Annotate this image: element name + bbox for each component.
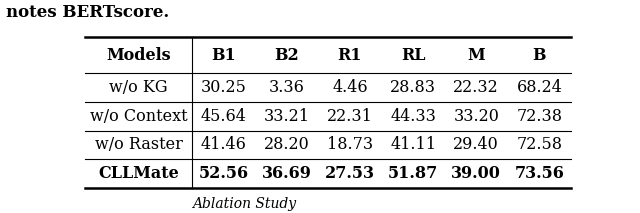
Text: 28.20: 28.20 <box>264 136 310 153</box>
Text: M: M <box>467 47 485 64</box>
Text: 72.38: 72.38 <box>516 108 563 125</box>
Text: 51.87: 51.87 <box>388 165 438 182</box>
Text: 41.46: 41.46 <box>201 136 246 153</box>
Text: 41.11: 41.11 <box>390 136 436 153</box>
Text: 22.31: 22.31 <box>327 108 373 125</box>
Text: Ablation Study: Ablation Study <box>192 197 296 211</box>
Text: 22.32: 22.32 <box>453 79 499 96</box>
Text: 4.46: 4.46 <box>332 79 368 96</box>
Text: w/o Context: w/o Context <box>90 108 188 125</box>
Text: R1: R1 <box>338 47 362 64</box>
Text: 52.56: 52.56 <box>198 165 249 182</box>
Text: 27.53: 27.53 <box>325 165 375 182</box>
Text: 39.00: 39.00 <box>451 165 501 182</box>
Text: 68.24: 68.24 <box>516 79 563 96</box>
Text: 29.40: 29.40 <box>453 136 499 153</box>
Text: 28.83: 28.83 <box>390 79 436 96</box>
Text: 33.21: 33.21 <box>264 108 310 125</box>
Text: 72.58: 72.58 <box>516 136 563 153</box>
Text: 44.33: 44.33 <box>390 108 436 125</box>
Text: 73.56: 73.56 <box>515 165 564 182</box>
Text: w/o KG: w/o KG <box>109 79 168 96</box>
Text: 18.73: 18.73 <box>327 136 373 153</box>
Text: B2: B2 <box>275 47 299 64</box>
Text: 33.20: 33.20 <box>453 108 499 125</box>
Text: 3.36: 3.36 <box>269 79 305 96</box>
Text: B: B <box>532 47 546 64</box>
Text: B1: B1 <box>211 47 236 64</box>
Text: 30.25: 30.25 <box>201 79 246 96</box>
Text: w/o Raster: w/o Raster <box>95 136 182 153</box>
Text: CLLMate: CLLMate <box>98 165 179 182</box>
Text: notes BERTscore.: notes BERTscore. <box>6 4 170 21</box>
Text: 45.64: 45.64 <box>201 108 246 125</box>
Text: Models: Models <box>106 47 171 64</box>
Text: 36.69: 36.69 <box>262 165 312 182</box>
Text: RL: RL <box>401 47 426 64</box>
